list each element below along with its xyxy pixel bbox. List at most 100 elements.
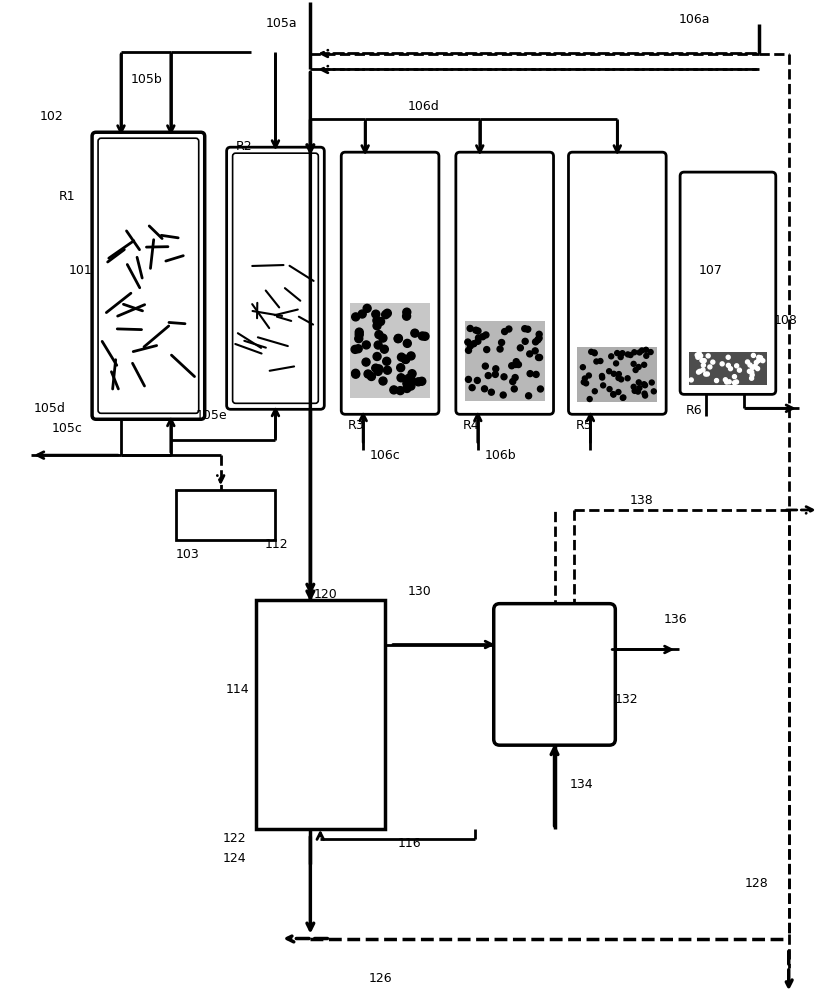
Text: 102: 102 bbox=[39, 110, 63, 123]
Circle shape bbox=[535, 337, 541, 343]
Circle shape bbox=[536, 354, 542, 360]
Circle shape bbox=[643, 353, 649, 358]
Text: 106c: 106c bbox=[370, 449, 401, 462]
Circle shape bbox=[522, 338, 528, 344]
Circle shape bbox=[758, 356, 762, 360]
Circle shape bbox=[473, 327, 479, 333]
Circle shape bbox=[358, 310, 366, 318]
Circle shape bbox=[403, 379, 411, 387]
Circle shape bbox=[720, 362, 724, 366]
Circle shape bbox=[476, 335, 481, 341]
Circle shape bbox=[711, 360, 715, 364]
Circle shape bbox=[527, 351, 533, 357]
Circle shape bbox=[396, 387, 404, 395]
Circle shape bbox=[509, 363, 514, 369]
Text: 106d: 106d bbox=[408, 100, 440, 113]
Circle shape bbox=[351, 369, 360, 377]
Circle shape bbox=[372, 364, 380, 372]
Circle shape bbox=[584, 381, 589, 386]
Text: 122: 122 bbox=[222, 832, 246, 845]
Circle shape bbox=[418, 332, 427, 340]
Circle shape bbox=[642, 391, 647, 396]
Circle shape bbox=[522, 326, 528, 332]
Circle shape bbox=[752, 365, 755, 369]
Circle shape bbox=[726, 363, 730, 367]
Circle shape bbox=[469, 385, 476, 391]
Circle shape bbox=[374, 341, 382, 349]
Text: 132: 132 bbox=[614, 693, 638, 706]
Circle shape bbox=[373, 353, 381, 360]
Circle shape bbox=[354, 345, 362, 353]
Text: 138: 138 bbox=[629, 493, 653, 506]
Circle shape bbox=[376, 317, 385, 325]
Text: 105e: 105e bbox=[196, 409, 227, 422]
Circle shape bbox=[506, 326, 512, 332]
Circle shape bbox=[501, 374, 507, 380]
Circle shape bbox=[620, 395, 625, 400]
Circle shape bbox=[475, 338, 480, 344]
FancyBboxPatch shape bbox=[568, 152, 667, 414]
Circle shape bbox=[383, 357, 390, 365]
Circle shape bbox=[733, 375, 737, 379]
Circle shape bbox=[625, 376, 630, 381]
Bar bbox=[689, 352, 767, 385]
Circle shape bbox=[748, 369, 752, 373]
Text: 105d: 105d bbox=[33, 402, 65, 415]
Circle shape bbox=[581, 365, 586, 370]
Circle shape bbox=[582, 376, 587, 381]
Circle shape bbox=[398, 353, 405, 361]
Circle shape bbox=[499, 340, 504, 345]
Circle shape bbox=[611, 371, 616, 376]
Circle shape bbox=[466, 376, 471, 382]
Circle shape bbox=[380, 345, 389, 353]
Text: R3: R3 bbox=[348, 419, 365, 432]
Circle shape bbox=[397, 374, 405, 382]
Circle shape bbox=[705, 372, 710, 376]
Circle shape bbox=[628, 353, 633, 358]
FancyBboxPatch shape bbox=[227, 147, 324, 409]
Circle shape bbox=[727, 380, 731, 384]
Circle shape bbox=[372, 310, 380, 318]
Circle shape bbox=[536, 331, 543, 337]
Circle shape bbox=[620, 351, 625, 356]
Text: 105b: 105b bbox=[131, 73, 163, 86]
Circle shape bbox=[484, 347, 490, 353]
Circle shape bbox=[700, 358, 704, 362]
Text: 124: 124 bbox=[222, 852, 246, 865]
Circle shape bbox=[363, 304, 371, 312]
Text: 130: 130 bbox=[408, 585, 432, 598]
Circle shape bbox=[637, 386, 642, 391]
Circle shape bbox=[696, 355, 700, 359]
Circle shape bbox=[538, 386, 543, 392]
Circle shape bbox=[394, 334, 403, 342]
Circle shape bbox=[733, 381, 737, 385]
Circle shape bbox=[706, 354, 710, 358]
Circle shape bbox=[752, 353, 755, 357]
Text: 112: 112 bbox=[265, 538, 288, 551]
Circle shape bbox=[619, 377, 624, 382]
Circle shape bbox=[699, 354, 703, 358]
Circle shape bbox=[512, 375, 519, 381]
Circle shape bbox=[698, 369, 702, 373]
Circle shape bbox=[636, 380, 641, 385]
Circle shape bbox=[631, 361, 636, 366]
Circle shape bbox=[467, 343, 473, 349]
Circle shape bbox=[390, 386, 398, 394]
Circle shape bbox=[750, 370, 753, 374]
Circle shape bbox=[614, 361, 619, 366]
Text: R6: R6 bbox=[686, 404, 703, 417]
Circle shape bbox=[598, 359, 603, 364]
Circle shape bbox=[414, 378, 423, 386]
Circle shape bbox=[492, 371, 499, 377]
Circle shape bbox=[648, 350, 653, 355]
Circle shape bbox=[701, 368, 705, 372]
Text: 128: 128 bbox=[745, 877, 768, 890]
Circle shape bbox=[351, 345, 359, 353]
Circle shape bbox=[726, 355, 730, 359]
Circle shape bbox=[589, 349, 594, 354]
Circle shape bbox=[493, 366, 499, 372]
Circle shape bbox=[621, 395, 626, 400]
Circle shape bbox=[761, 359, 765, 363]
Circle shape bbox=[745, 360, 749, 364]
Circle shape bbox=[600, 375, 605, 380]
